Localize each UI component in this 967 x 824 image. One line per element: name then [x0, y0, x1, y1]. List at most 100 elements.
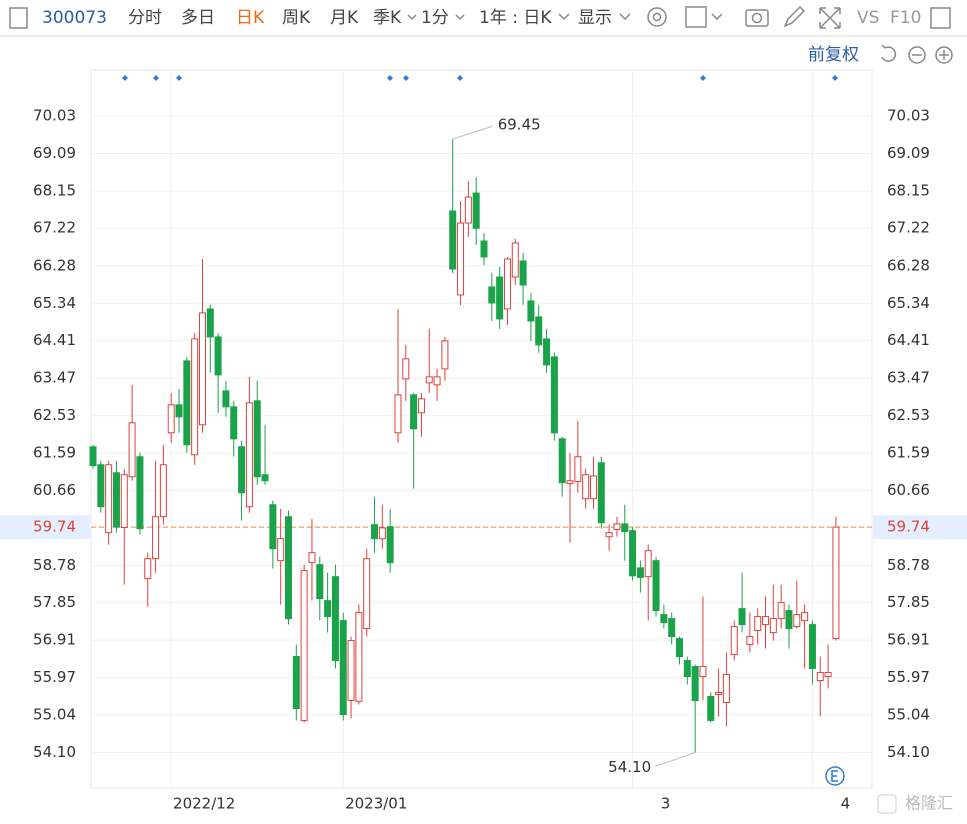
zoom-out-icon[interactable] — [908, 46, 926, 64]
event-marker[interactable] — [387, 75, 393, 81]
f10-button[interactable]: F10 — [890, 8, 921, 28]
candle-body — [371, 524, 379, 540]
y2-tick-label: 70.03 — [887, 106, 930, 124]
period-tab[interactable]: 分时 — [128, 8, 162, 28]
y-tick-label: 60.66 — [33, 481, 76, 499]
candle-body — [746, 636, 754, 646]
candle-body — [769, 618, 777, 634]
y2-tick-label: 69.09 — [887, 144, 930, 162]
candle-body — [480, 240, 488, 258]
watermark: 格隆汇 — [905, 794, 953, 813]
undo-icon[interactable] — [881, 44, 897, 62]
y-tick-label: 56.91 — [33, 631, 76, 649]
candle-body — [433, 376, 441, 386]
y2-tick-label: 58.78 — [887, 556, 930, 574]
candle-body — [261, 474, 269, 482]
candle-body — [511, 242, 519, 278]
candle-body — [159, 464, 167, 518]
candle-body — [738, 608, 746, 626]
y2-tick-label: 62.53 — [887, 406, 930, 424]
panel-icon[interactable] — [930, 7, 951, 29]
range-select[interactable]: 1年 : 日K — [479, 8, 552, 28]
y-tick-label: 63.47 — [33, 369, 76, 387]
candle-body — [574, 456, 582, 483]
x-tick-label: 4 — [841, 795, 851, 813]
candle-body — [363, 558, 371, 630]
candle-body — [605, 532, 613, 538]
candle-body — [324, 600, 332, 618]
event-marker[interactable] — [403, 75, 409, 81]
candle-body — [292, 656, 300, 709]
event-marker[interactable] — [832, 75, 838, 81]
y-tick-label: 70.03 — [33, 106, 76, 124]
y-tick-label: 66.28 — [33, 256, 76, 274]
candle-body — [613, 523, 621, 530]
candle-body — [652, 560, 660, 612]
candle-body — [527, 300, 535, 322]
y-tick-label: 69.09 — [33, 144, 76, 162]
candle-body — [722, 674, 730, 703]
event-marker[interactable] — [176, 75, 182, 81]
period-tab[interactable]: 周K — [282, 8, 311, 28]
stock-code[interactable]: 300073 — [42, 8, 107, 28]
candle-body — [582, 474, 590, 500]
dropdown-arrow — [619, 13, 631, 21]
candle-body — [668, 618, 676, 638]
y2-tick-label: 61.59 — [887, 444, 930, 462]
candle-body — [543, 338, 551, 366]
settings-icon[interactable] — [647, 7, 667, 27]
candle-body — [691, 666, 699, 701]
y2-tick-label: 55.97 — [887, 668, 930, 686]
period-tab[interactable]: 日K — [236, 8, 265, 28]
period-tab[interactable]: 月K — [330, 8, 359, 28]
candle-body — [636, 567, 644, 578]
candle-body — [660, 614, 668, 624]
candle-body — [238, 446, 246, 494]
y-tick-label: 67.22 — [33, 219, 76, 237]
candle-body — [676, 638, 683, 658]
candle-body — [793, 614, 801, 628]
y2-tick-label: 67.22 — [887, 219, 930, 237]
sidebar-icon[interactable] — [9, 7, 28, 29]
y2-tick-label: 68.15 — [887, 182, 930, 200]
period-tab[interactable]: 多日 — [181, 8, 215, 28]
annotation-leader — [654, 751, 696, 767]
candle-body — [112, 472, 120, 528]
fullscreen-icon[interactable] — [819, 7, 841, 29]
y-tick-label: 58.78 — [33, 556, 76, 574]
event-marker[interactable] — [122, 75, 128, 81]
camera-icon[interactable] — [745, 9, 769, 27]
candle-body — [136, 456, 144, 530]
candle-body — [801, 612, 809, 622]
adjust-select[interactable]: 前复权 — [808, 45, 859, 65]
y2-tick-label: 66.28 — [887, 256, 930, 274]
candle-body — [89, 446, 97, 467]
period-tab[interactable]: 1分 — [421, 8, 449, 28]
checkbox-icon[interactable] — [685, 6, 707, 28]
camera-lens — [751, 12, 763, 24]
candle-body — [597, 462, 605, 524]
y2-tick-label: 56.91 — [887, 631, 930, 649]
candle-body — [644, 550, 652, 578]
candle-body — [503, 258, 511, 310]
period-tab[interactable]: 季K — [373, 8, 402, 28]
event-marker[interactable] — [457, 75, 463, 81]
event-legend-icon[interactable] — [825, 766, 845, 786]
event-marker[interactable] — [700, 75, 706, 81]
vs-button[interactable]: VS — [857, 8, 879, 28]
dropdown-arrow — [407, 14, 417, 21]
candle-body — [198, 312, 206, 426]
event-marker[interactable] — [153, 75, 159, 81]
candle-body — [402, 358, 410, 380]
y-tick-label: 61.59 — [33, 444, 76, 462]
candle-body — [206, 308, 214, 338]
zoom-in-icon[interactable] — [935, 46, 953, 64]
candle-body — [730, 626, 738, 656]
display-select[interactable]: 显示 — [578, 8, 612, 28]
candle-body — [152, 516, 160, 560]
draw-icon[interactable] — [783, 5, 806, 28]
plot-frame — [90, 69, 873, 789]
candle-body — [816, 672, 824, 682]
x-tick-label: 3 — [661, 795, 671, 813]
